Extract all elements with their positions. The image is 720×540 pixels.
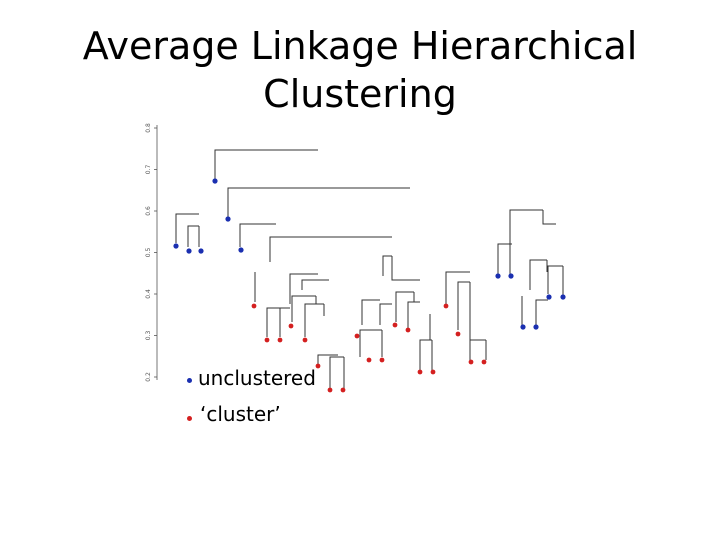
dendrogram-link: [457, 281, 470, 330]
y-tick-label: 0.5: [145, 248, 152, 258]
title-line-2: Clustering: [263, 72, 457, 116]
leaf-unclustered: [173, 243, 179, 249]
dendrogram-link: [289, 273, 318, 304]
y-tick-label: 0.6: [145, 206, 152, 216]
y-tick-label: 0.3: [145, 331, 152, 341]
y-tick-label: 0.8: [145, 123, 152, 133]
dendrogram-link: [395, 291, 414, 322]
legend-unclustered: unclustered: [198, 366, 316, 390]
leaf-cluster: [379, 357, 385, 363]
legend-cluster: ‘cluster’: [200, 402, 281, 426]
leaf-cluster: [302, 337, 308, 343]
dendrogram-link: [301, 279, 329, 290]
dendrogram-link: [497, 243, 512, 274]
leaf-unclustered: [508, 273, 514, 279]
leaf-cluster: [277, 337, 283, 343]
dendrogram-link: [214, 149, 318, 180]
dendrogram-link: [542, 210, 556, 225]
dendrogram-link: [529, 259, 547, 290]
dendrogram-links: [175, 149, 564, 388]
leaf-unclustered: [225, 216, 231, 222]
y-tick-label: 0.7: [145, 165, 152, 175]
legend-cluster-dot: [187, 416, 192, 421]
dendrogram-link: [304, 303, 324, 337]
slide-title: Average Linkage Hierarchical Clustering: [0, 22, 720, 118]
y-tick-label: 0.4: [145, 289, 152, 299]
y-tick-label: 0.2: [145, 372, 152, 382]
dendrogram-link: [175, 213, 199, 243]
dendrogram-link: [359, 329, 382, 357]
leaf-cluster: [392, 322, 398, 328]
dendrogram-link: [361, 299, 380, 325]
leaf-cluster: [288, 323, 294, 329]
y-axis-ticks: 0.8 0.7 0.6 0.5 0.4 0.3 0.2: [145, 123, 157, 382]
dendrogram-link: [509, 209, 543, 244]
leaf-unclustered: [212, 178, 218, 184]
dendrogram-leaves: [173, 178, 566, 393]
dendrogram-link: [547, 265, 563, 294]
leaf-unclustered: [238, 247, 244, 253]
dendrogram-link: [469, 282, 486, 341]
leaf-cluster: [340, 387, 346, 393]
leaf-unclustered: [533, 324, 539, 330]
leaf-cluster: [354, 333, 360, 339]
y-axis: 0.8 0.7 0.6 0.5 0.4 0.3 0.2: [145, 123, 158, 382]
dendrogram-link: [445, 271, 470, 304]
leaf-cluster: [468, 359, 474, 365]
dendrogram-link: [329, 356, 344, 388]
leaf-unclustered: [198, 248, 204, 254]
leaf-cluster: [264, 337, 270, 343]
dendrogram-link: [269, 236, 392, 262]
leaf-cluster: [405, 327, 411, 333]
leaf-cluster: [443, 303, 449, 309]
leaf-cluster: [430, 369, 436, 375]
leaf-cluster: [481, 359, 487, 365]
leaf-unclustered: [495, 273, 501, 279]
dendrogram-link: [535, 299, 548, 326]
dendrogram-link: [239, 223, 276, 247]
leaf-cluster: [315, 363, 321, 369]
dendrogram-link: [382, 255, 392, 276]
leaf-unclustered: [560, 294, 566, 300]
leaf-unclustered: [546, 294, 552, 300]
dendrogram-link: [407, 301, 420, 330]
dendrogram-link: [187, 225, 199, 247]
leaf-unclustered: [520, 324, 526, 330]
dendrogram-link: [419, 339, 432, 372]
leaf-unclustered: [186, 248, 192, 254]
dendrogram-link: [391, 256, 420, 281]
leaf-cluster: [455, 331, 461, 337]
dendrogram-link: [379, 303, 392, 325]
legend-unclustered-dot: [187, 378, 192, 383]
dendrogram-link: [266, 307, 290, 337]
leaf-cluster: [366, 357, 372, 363]
dendrogram-link: [227, 187, 410, 217]
leaf-cluster: [327, 387, 333, 393]
leaf-cluster: [417, 369, 423, 375]
leaf-cluster: [251, 303, 257, 309]
title-line-1: Average Linkage Hierarchical: [82, 24, 638, 68]
dendrogram-link: [291, 295, 316, 322]
dendrogram-link: [317, 354, 338, 364]
